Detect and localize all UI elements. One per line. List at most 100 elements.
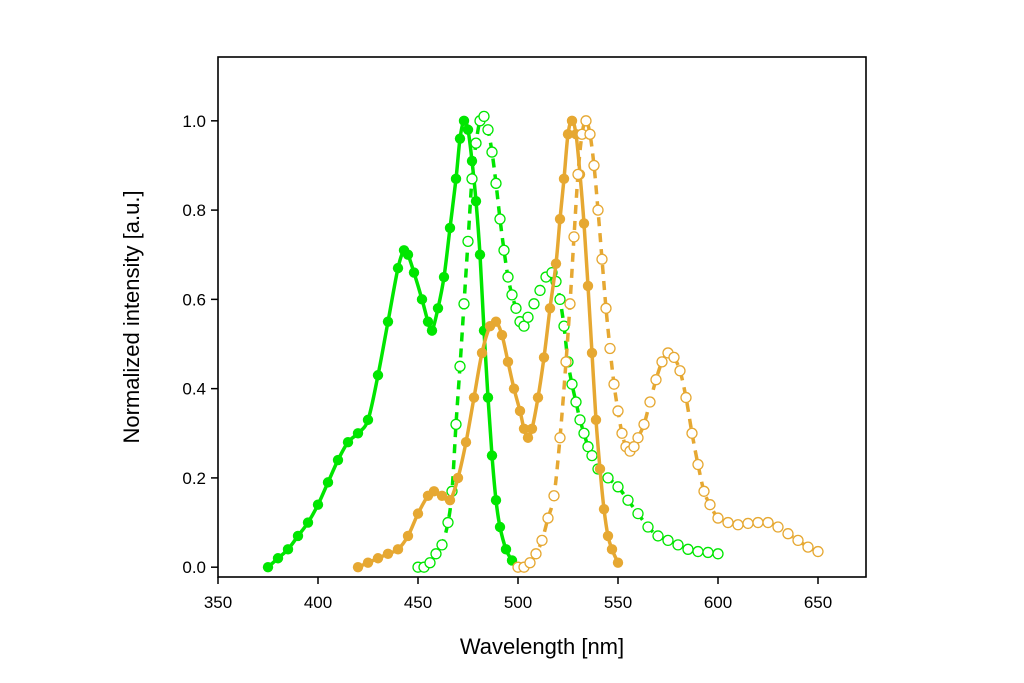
- data-point: [542, 512, 554, 524]
- data-point: [616, 427, 628, 439]
- data-point: [656, 356, 668, 368]
- data-point: [402, 530, 414, 542]
- data-point: [362, 557, 374, 568]
- data-point: [522, 432, 534, 443]
- y-tick-label: 0.2: [182, 469, 206, 488]
- data-point: [352, 561, 364, 573]
- data-point: [466, 173, 478, 185]
- data-point: [566, 115, 578, 127]
- data-point: [580, 115, 592, 127]
- data-point: [382, 548, 394, 559]
- data-point: [416, 294, 428, 305]
- data-point: [692, 545, 704, 558]
- data-point: [494, 521, 506, 533]
- data-point: [812, 545, 824, 558]
- y-axis-title: Normalized intensity [a.u.]: [119, 190, 144, 443]
- data-point: [612, 557, 624, 568]
- data-point: [570, 396, 582, 408]
- data-point: [632, 432, 644, 444]
- data-point: [312, 499, 324, 510]
- plot-frame: [217, 56, 867, 578]
- data-point: [792, 534, 804, 547]
- data-point: [632, 507, 644, 520]
- data-point: [534, 284, 546, 297]
- data-point: [554, 213, 566, 225]
- data-point: [510, 302, 522, 314]
- data-point: [482, 392, 494, 403]
- data-point: [672, 539, 684, 551]
- data-point: [458, 115, 470, 127]
- data-point: [606, 544, 618, 555]
- data-point: [650, 374, 662, 386]
- data-point: [486, 450, 498, 461]
- data-point: [538, 352, 550, 363]
- data-point: [600, 302, 612, 314]
- data-point: [574, 414, 586, 426]
- data-point: [638, 418, 650, 430]
- data-point: [550, 258, 562, 269]
- series-line: [357, 119, 620, 569]
- data-point: [596, 253, 608, 265]
- data-point: [470, 195, 482, 207]
- data-point: [598, 503, 610, 515]
- y-tick-label: 0.6: [182, 290, 206, 309]
- data-point: [752, 516, 764, 529]
- data-point: [444, 495, 456, 506]
- data-point: [704, 499, 716, 511]
- data-point: [474, 249, 486, 260]
- data-point: [438, 271, 450, 283]
- data-point: [402, 249, 414, 260]
- data-point: [302, 517, 314, 528]
- data-point: [686, 427, 698, 439]
- y-tick-label: 1.0: [182, 112, 206, 131]
- data-point: [554, 293, 566, 306]
- data-point: [742, 517, 754, 530]
- data-point: [518, 423, 530, 435]
- data-point: [476, 347, 488, 359]
- data-point: [560, 356, 572, 368]
- data-point: [422, 316, 434, 327]
- y-tick-label: 0.4: [182, 380, 206, 399]
- data-point: [292, 530, 304, 542]
- data-point: [578, 427, 590, 439]
- data-point: [468, 392, 480, 403]
- data-point: [490, 495, 502, 506]
- data-point: [332, 454, 344, 466]
- data-point: [454, 360, 466, 372]
- data-point: [436, 490, 448, 501]
- data-point: [452, 472, 464, 484]
- data-point: [612, 405, 624, 417]
- data-point: [578, 218, 590, 229]
- data-point: [682, 543, 694, 555]
- data-point: [584, 128, 596, 140]
- data-point: [652, 530, 664, 542]
- data-point: [732, 519, 744, 531]
- data-point: [544, 303, 556, 314]
- data-point: [352, 428, 364, 439]
- data-point: [498, 244, 510, 256]
- data-point: [432, 303, 444, 314]
- data-point: [496, 329, 508, 341]
- data-point: [450, 418, 462, 430]
- data-point: [642, 521, 654, 533]
- data-point: [526, 423, 538, 435]
- data-point: [322, 477, 334, 488]
- data-point: [392, 262, 404, 274]
- data-point: [460, 437, 472, 448]
- data-point: [702, 546, 714, 559]
- data-point: [586, 347, 598, 359]
- x-tick-label: 650: [804, 593, 832, 612]
- data-point: [424, 557, 436, 569]
- data-point: [522, 311, 534, 323]
- data-point: [562, 129, 574, 140]
- data-point: [436, 539, 448, 551]
- data-point: [602, 530, 614, 542]
- data-point: [408, 267, 420, 278]
- data-point: [612, 481, 624, 493]
- data-point: [802, 541, 814, 553]
- data-point: [444, 222, 456, 234]
- data-point: [462, 235, 474, 247]
- data-point: [590, 414, 602, 426]
- data-point: [608, 378, 620, 390]
